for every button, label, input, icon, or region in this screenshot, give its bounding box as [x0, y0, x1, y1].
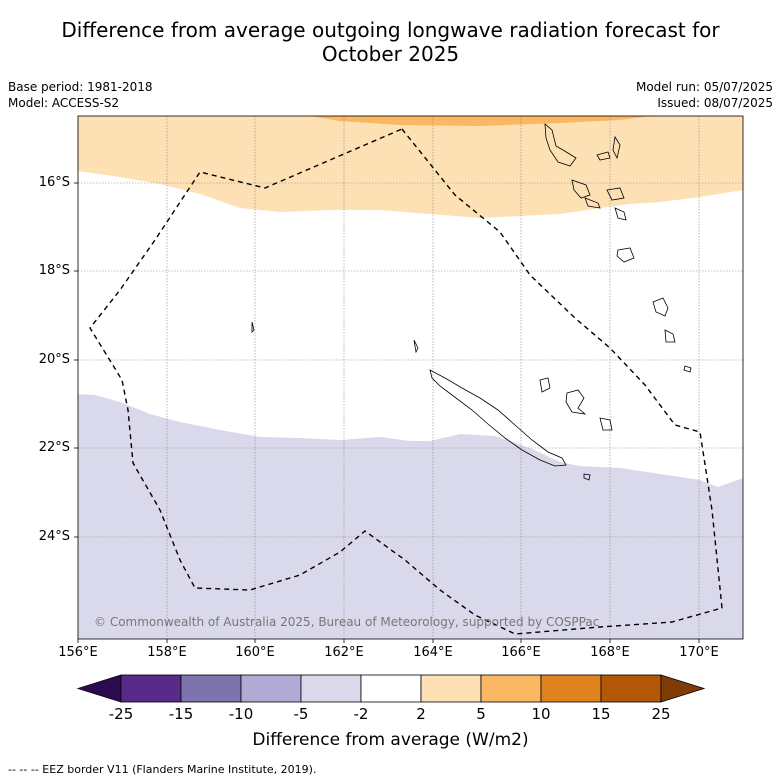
map-fields: © Commonwealth of Australia 2025, Bureau… — [78, 116, 743, 639]
colorbar-tick-label: -10 — [228, 705, 254, 723]
vanuatu-islands — [544, 123, 635, 263]
ticks — [74, 182, 700, 643]
colorbar-segment — [240, 674, 302, 703]
colorbar-segment — [180, 674, 242, 703]
colorbar-tick-label: 10 — [531, 705, 551, 723]
eastern-islands — [583, 297, 692, 481]
lat-label: 22°S — [38, 440, 70, 455]
colorbar-segment — [420, 674, 482, 703]
colorbar-segment — [480, 674, 542, 703]
colorbar-segment — [600, 674, 662, 703]
lon-label: 160°E — [235, 645, 275, 660]
colorbar-extend-high — [660, 674, 706, 703]
lon-label: 164°E — [413, 645, 453, 660]
lon-label: 162°E — [324, 645, 364, 660]
colorbar-tick-label: -2 — [353, 705, 369, 723]
model-name: Model: ACCESS-S2 — [8, 96, 120, 110]
colorbar-tick-label: -15 — [168, 705, 194, 723]
map-frame — [77, 115, 744, 640]
positive-anomaly-light — [78, 116, 743, 218]
base-period: Base period: 1981-2018 — [8, 80, 153, 94]
colorbar-tick-label: 5 — [476, 705, 486, 723]
chesterfield-islands — [251, 321, 419, 354]
colorbar-tick-label: 25 — [651, 705, 671, 723]
lat-label: 18°S — [38, 263, 70, 278]
lon-label: 170°E — [679, 645, 719, 660]
colorbar — [76, 674, 706, 703]
colorbar-segment — [120, 674, 182, 703]
eez-footnote: -- -- -- EEZ border V11 (Flanders Marine… — [8, 763, 317, 776]
colorbar-tick-label: -5 — [293, 705, 309, 723]
colorbar-extend-low — [76, 674, 122, 703]
new-caledonia-island — [429, 369, 567, 467]
lat-label: 16°S — [38, 175, 70, 190]
model-run: Model run: 05/07/2025 — [635, 80, 773, 94]
lon-label: 158°E — [147, 645, 187, 660]
positive-anomaly-mid — [310, 116, 652, 126]
lat-label: 20°S — [38, 352, 70, 367]
lat-label: 24°S — [38, 529, 70, 544]
colorbar-title: Difference from average (W/m2) — [252, 730, 529, 750]
colorbar-tick-label: 2 — [416, 705, 426, 723]
meta-left: Base period: 1981-2018 Model: ACCESS-S2 — [8, 79, 153, 111]
title-line-1: Difference from average outgoing longwav… — [61, 18, 720, 42]
coastlines — [251, 123, 692, 481]
lon-label: 156°E — [58, 645, 98, 660]
loyalty-islands — [539, 377, 613, 431]
lon-label: 168°E — [590, 645, 630, 660]
copyright-text: © Commonwealth of Australia 2025, Bureau… — [94, 615, 599, 629]
lon-label: 166°E — [501, 645, 541, 660]
colorbar-segment — [300, 674, 362, 703]
colorbar-tick-label: 15 — [591, 705, 611, 723]
map-title: Difference from average outgoing longwav… — [0, 18, 781, 66]
meta-right: Model run: 05/07/2025 Issued: 08/07/2025 — [636, 79, 773, 111]
colorbar-tick-label: -25 — [108, 705, 134, 723]
colorbar-segment — [360, 674, 422, 703]
graticule — [78, 116, 743, 639]
issued-date: Issued: 08/07/2025 — [657, 96, 773, 110]
title-line-2: October 2025 — [321, 42, 460, 66]
negative-anomaly-light — [78, 394, 743, 639]
colorbar-segment — [540, 674, 602, 703]
eez-border — [89, 128, 723, 635]
